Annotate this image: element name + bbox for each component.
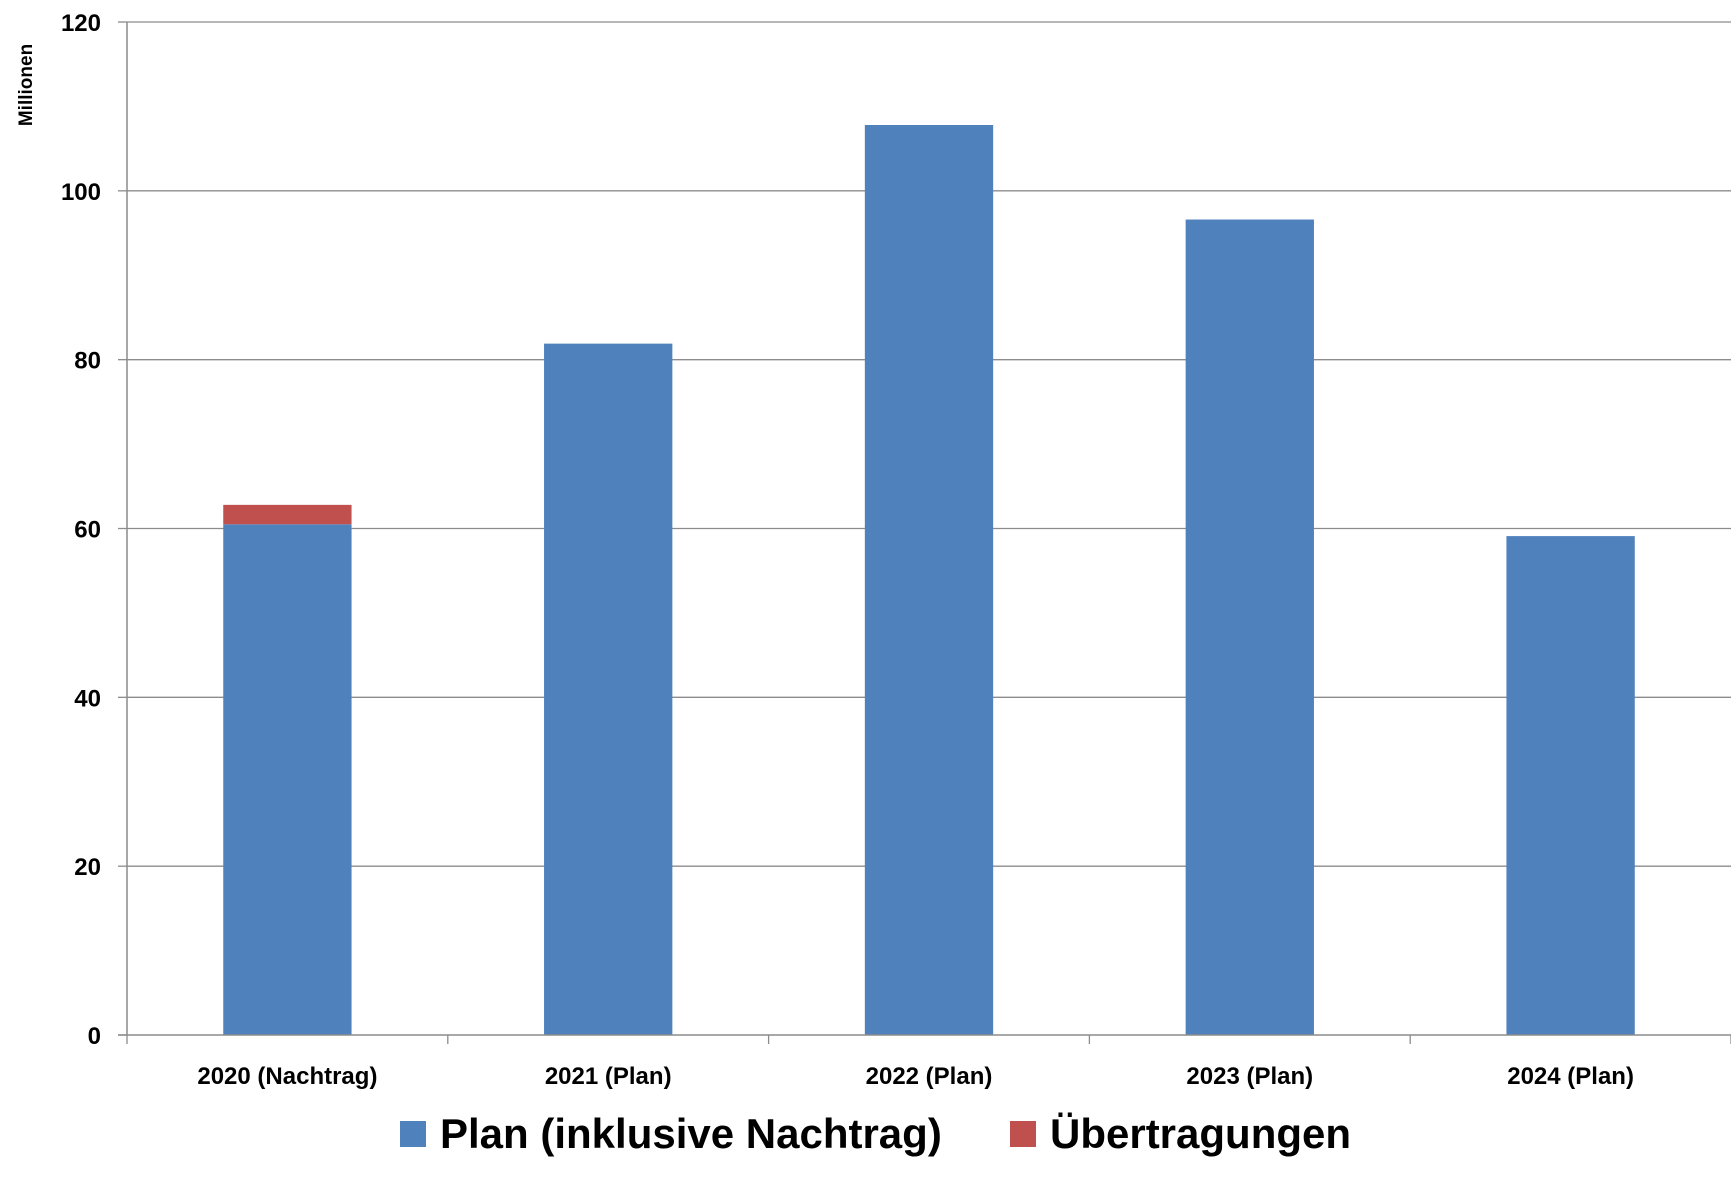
axes (118, 21, 1731, 1044)
legend-swatch (1010, 1121, 1036, 1147)
bar-plan (1185, 219, 1314, 1035)
y-tick-label: 100 (61, 179, 101, 206)
x-tick-label: 2021 (Plan) (545, 1063, 672, 1090)
legend-swatch (400, 1121, 426, 1147)
bar-plan (864, 124, 994, 1035)
bar-plan (223, 524, 352, 1035)
bar-plan (1506, 536, 1635, 1035)
legend: Plan (inklusive Nachtrag) Übertragungen (400, 1110, 1351, 1157)
legend-label: Übertragungen (1050, 1110, 1351, 1157)
y-tick-label: 80 (74, 348, 101, 375)
x-tick-label: 2023 (Plan) (1186, 1063, 1313, 1090)
x-tick-label: 2024 (Plan) (1507, 1063, 1634, 1090)
y-tick-label: 40 (74, 685, 101, 712)
x-tick-label: 2020 (Nachtrag) (197, 1063, 377, 1090)
legend-label: Plan (inklusive Nachtrag) (440, 1110, 942, 1157)
y-tick-label: 60 (74, 517, 101, 544)
x-tick-label: 2022 (Plan) (866, 1063, 993, 1090)
y-axis-title: Millionen (16, 44, 37, 126)
y-tick-label: 120 (61, 10, 101, 37)
bars (223, 124, 1635, 1035)
y-tick-label: 0 (88, 1023, 101, 1050)
bar-plan (544, 343, 673, 1035)
bar-uebertragungen (223, 504, 352, 525)
y-tick-label: 20 (74, 854, 101, 881)
tick-labels: 0 20 40 60 80 100 120 2020 (Nachtrag) 2021 (Plan… (61, 10, 1634, 1090)
